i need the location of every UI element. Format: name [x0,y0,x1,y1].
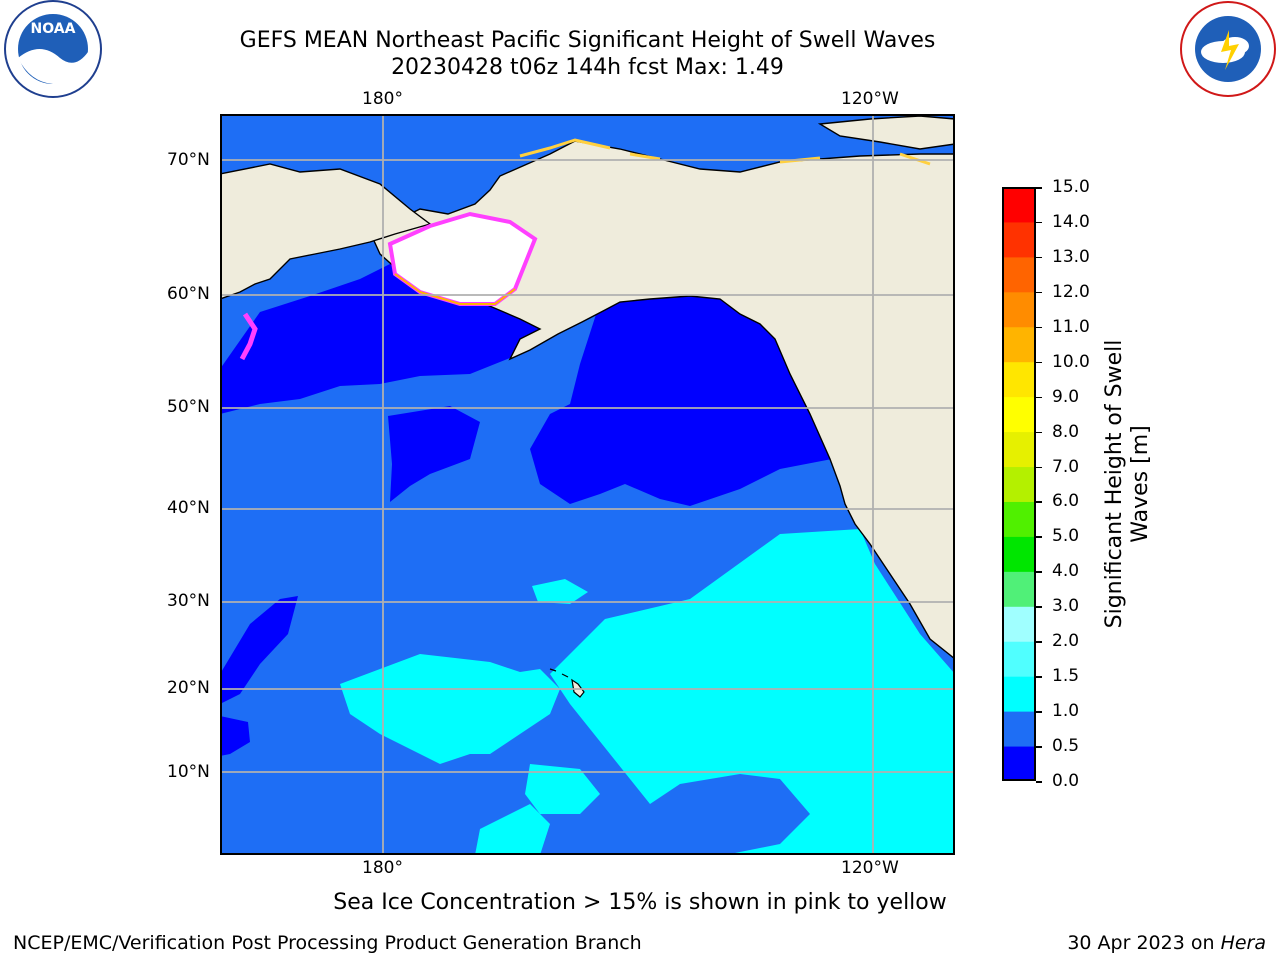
colorbar-segment [1002,711,1036,747]
colorbar-tick-mark [1036,711,1042,713]
colorbar-segment [1002,396,1036,433]
colorbar-tick-mark [1036,536,1042,538]
colorbar-tick-mark [1036,361,1042,364]
colorbar-tick-mark [1036,326,1042,329]
hawaii-islands [549,668,585,698]
land-siberia [220,163,432,300]
colorbar-tick-mark [1036,641,1042,643]
colorbar-segment [1002,606,1036,642]
sea-ice-edge-orange [394,273,516,305]
colorbar-label: Significant Height of Swell Waves [m] [1102,339,1153,629]
lat-label-30n: 30°N [167,591,210,611]
colorbar-tick-label: 10.0 [1052,351,1090,372]
colorbar-tick-label: 7.0 [1052,456,1080,477]
cyan-patch-mid [532,579,588,604]
colorbar-tick-label: 13.0 [1052,246,1090,267]
lat-label-20n: 20°N [167,678,210,698]
low-swell-gulf-of-alaska [530,296,832,506]
cyan-patch-bottom-left [475,804,550,855]
colorbar-segment [1002,256,1036,293]
colorbar-tick-label: 14.0 [1052,211,1090,232]
footer-right: 30 Apr 2023 on Hera [1067,932,1266,954]
colorbar [1002,187,1036,781]
colorbar-tick-mark [1036,431,1042,434]
noaa-logo: NOAA [4,0,102,98]
colorbar-tick-mark [1036,501,1042,503]
colorbar-tick-label: 1.5 [1052,666,1080,687]
sea-ice-arctic-coast [519,138,931,166]
colorbar-tick-mark [1036,256,1042,259]
colorbar-segment [1002,746,1036,781]
colorbar-tick-mark [1036,606,1042,608]
lat-label-50n: 50°N [167,397,210,417]
lat-label-60n: 60°N [167,284,210,304]
colorbar-segment [1002,466,1036,502]
colorbar-segment [1002,536,1036,572]
top-lon-label-120w: 120°W [841,89,899,109]
bottom-lon-label-120w: 120°W [841,858,899,878]
colorbar-segment [1002,676,1036,712]
colorbar-tick-mark [1036,781,1042,783]
colorbar-tick-label: 6.0 [1052,491,1080,512]
colorbar-tick-label: 12.0 [1052,281,1090,302]
footer-date: 30 Apr 2023 on [1067,932,1221,954]
colorbar-segment [1002,641,1036,677]
colorbar-tick-label: 1.0 [1052,701,1080,722]
sea-ice-annotation: Sea Ice Concentration > 15% is shown in … [333,890,947,915]
top-lon-label-180: 180° [362,89,403,109]
lat-label-10n: 10°N [167,762,210,782]
colorbar-tick-label: 9.0 [1052,386,1080,407]
colorbar-tick-label: 4.0 [1052,561,1080,582]
colorbar-segment [1002,221,1036,258]
chart-subtitle: 20230428 t06z 144h fcst Max: 1.49 [391,55,784,80]
footer-host: Hera [1220,932,1266,954]
footer-left: NCEP/EMC/Verification Post Processing Pr… [13,932,642,954]
swell-height-map [220,114,955,855]
low-swell-west-patch [220,596,298,704]
colorbar-segment [1002,571,1036,607]
colorbar-tick-mark [1036,187,1042,189]
colorbar-tick-mark [1036,291,1042,294]
colorbar-segment [1002,501,1036,537]
colorbar-tick-label: 2.0 [1052,631,1080,652]
colorbar-segment [1002,431,1036,468]
lat-label-70n: 70°N [167,150,210,170]
colorbar-tick-label: 0.5 [1052,736,1080,757]
colorbar-segment [1002,187,1036,223]
land-arctic-islands [817,115,955,150]
colorbar-tick-mark [1036,676,1042,678]
cyan-band-east-pacific [550,529,955,855]
gridlines [220,114,955,855]
colorbar-tick-mark [1036,221,1042,224]
colorbar-tick-label: 3.0 [1052,596,1080,617]
colorbar-segment [1002,326,1036,363]
low-swell-central-patch [388,406,480,502]
colorbar-tick-mark [1036,746,1042,748]
chart-title: GEFS MEAN Northeast Pacific Significant … [239,28,936,53]
noaa-logo-text: NOAA [31,21,76,37]
colorbar-tick-mark [1036,466,1042,469]
bottom-lon-label-180: 180° [362,858,403,878]
colorbar-tick-label: 8.0 [1052,421,1080,442]
colorbar-segment [1002,291,1036,328]
colorbar-tick-label: 5.0 [1052,526,1080,547]
lat-label-40n: 40°N [167,498,210,518]
colorbar-tick-mark [1036,396,1042,399]
low-swell-west-tropics [220,716,250,756]
cyan-patch-south [525,764,600,814]
colorbar-tick-label: 0.0 [1052,771,1080,791]
colorbar-tick-label: 11.0 [1052,316,1090,337]
colorbar-frame [1002,187,1036,781]
cyan-band-west-pacific [340,654,560,764]
colorbar-tick-label: 15.0 [1052,177,1090,197]
nws-logo [1180,1,1276,97]
colorbar-segment [1002,361,1036,398]
colorbar-tick-mark [1036,571,1042,573]
map-frame [220,114,955,855]
sea-ice-okhotsk-edge [239,312,258,361]
